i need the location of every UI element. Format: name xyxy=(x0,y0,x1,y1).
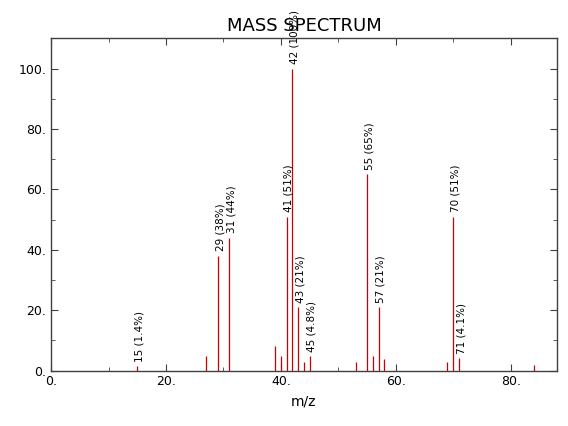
Text: 42 (100%): 42 (100%) xyxy=(290,10,300,64)
Text: 70 (51%): 70 (51%) xyxy=(450,164,461,212)
X-axis label: m/z: m/z xyxy=(291,394,316,408)
Title: MASS SPECTRUM: MASS SPECTRUM xyxy=(227,17,381,35)
Text: 15 (1.4%): 15 (1.4%) xyxy=(135,311,145,362)
Text: 57 (21%): 57 (21%) xyxy=(376,255,386,302)
Text: 55 (65%): 55 (65%) xyxy=(364,122,374,170)
Text: 31 (44%): 31 (44%) xyxy=(227,186,236,233)
Text: 45 (4.8%): 45 (4.8%) xyxy=(307,301,317,351)
Text: 41 (51%): 41 (51%) xyxy=(284,164,294,212)
Text: 29 (38%): 29 (38%) xyxy=(215,204,225,251)
Text: 71 (4.1%): 71 (4.1%) xyxy=(456,303,466,354)
Text: 43 (21%): 43 (21%) xyxy=(295,255,306,302)
